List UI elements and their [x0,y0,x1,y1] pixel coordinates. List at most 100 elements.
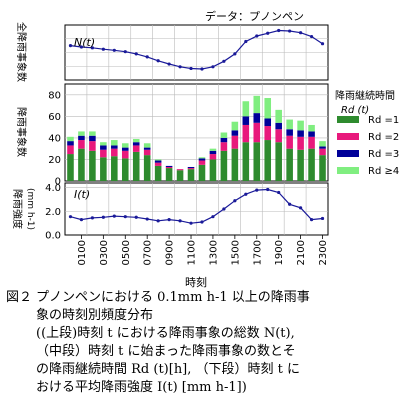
n-t-point [244,39,248,44]
i-t-point [255,188,259,192]
bar-segment [308,124,315,132]
bar-segment [231,130,239,136]
n-t-point [309,34,314,39]
legend-title: 降雨継続時間 [335,89,395,102]
bar-segment [132,142,140,146]
bar-segment [209,148,217,151]
source-label: データ：プノンペン [205,9,304,23]
bar-segment [198,164,206,181]
bar-segment [319,155,326,181]
figure: データ：プノンペン N(t) 全降雨事象数 0 20 40 60 80 降雨事象数 降雨… [11,9,399,289]
bar-segment [220,150,228,181]
y-tick-label: 20 [48,155,61,166]
bar-segment [67,136,74,142]
legend-swatch [337,133,359,140]
figure-caption: 図２ プノンペンにおける 0.1mm h-1 以上の降雨事 象の時刻別頻度分布 … [6,289,412,397]
bar-segment [297,130,304,137]
i-t-points [68,187,325,225]
bar-segment [220,137,228,143]
n-t-point [134,52,138,56]
bar-segment [275,109,282,123]
bar-segment [100,157,107,181]
i-t-point [222,207,226,211]
bar-segment [242,116,250,125]
bar-segment [111,145,118,149]
i-t-point [178,219,182,223]
x-tick-label: 1900 [274,240,285,265]
bottom-grid [65,183,328,235]
bar-segment [121,147,129,151]
bar-segment [308,148,315,181]
bar-segment [286,119,293,130]
bar-segment [187,166,195,169]
bar-segment [67,145,74,155]
bar-segment [121,143,129,148]
i-t-point [266,187,270,192]
bar-segment [187,168,195,170]
bar-segment [111,156,118,181]
bar-segment [89,135,96,142]
bar-segment [209,154,217,160]
bar-segment [220,132,228,138]
bar-segment [198,157,206,159]
y-tick-label: 80 [48,90,61,101]
i-t-point [145,217,149,221]
middle-panel: 0 20 40 60 80 降雨事象数 [15,83,329,188]
bar-segment [253,122,261,143]
bar-segment [275,142,282,181]
x-tick-label: 0500 [121,240,132,265]
x-axis-label: 時刻 [185,275,207,289]
i-t-point [101,215,105,219]
stacked-bars [67,95,326,181]
n-t-point [156,59,160,63]
legend-label: Rd =3 [368,149,399,160]
bar-segment [275,129,282,143]
bar-segment [242,142,250,181]
bar-segment [121,158,129,181]
bar-segment [264,140,272,181]
bar-segment [111,148,118,157]
bar-segment [100,149,107,158]
legend-subtitle: Rd (t) [341,105,369,116]
bar-segment [154,159,162,161]
n-t-point [145,55,149,59]
x-tick-label: 1100 [187,240,198,265]
i-t-point [189,221,193,225]
i-t-point [167,218,171,222]
i-t-point [200,220,204,224]
bottom-y-ticks: 0.0 2.0 4.0 [45,183,61,241]
bar-segment [242,101,250,117]
caption-line-3: ((上段)時刻 t における降雨事象の総数 N(t), [36,326,295,341]
y-tick-label: 0 [55,177,61,188]
legend-swatch [337,167,359,174]
n-t-point [211,65,215,69]
bar-segment [275,122,282,130]
top-ylabel: 全降雨事象数 [15,22,28,82]
i-t-point [320,216,325,221]
bar-segment [143,149,151,156]
bar-segment [154,162,162,166]
n-t-point [79,45,84,49]
n-t-point [233,52,237,56]
bar-segment [253,142,261,181]
bar-segment [231,121,239,131]
bar-segment [308,131,315,137]
bar-segment [253,95,261,114]
bar-segment [132,145,140,152]
bar-segment [89,150,96,181]
bar-segment [319,148,326,156]
bar-segment [132,151,140,181]
n-t-point [320,42,325,46]
y-tick-label: 60 [48,112,61,123]
bar-segment [78,131,85,136]
bar-segment [176,170,184,181]
i-t-point [288,202,292,206]
bar-segment [286,135,293,149]
bar-segment [308,136,315,149]
bar-segment [297,120,304,131]
x-tick-label: 1700 [252,240,263,265]
legend-label: Rd =1 [368,115,399,126]
bar-segment [89,131,96,136]
bar-segment [198,160,206,165]
bar-segment [165,168,173,181]
